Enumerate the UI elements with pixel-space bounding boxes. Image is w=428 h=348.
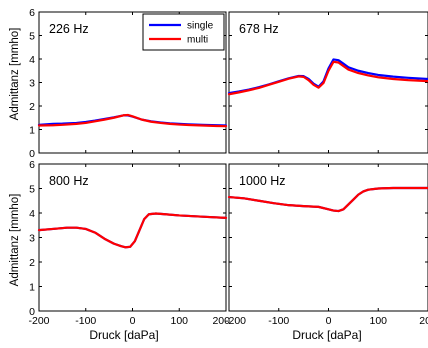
panel-3: 0 1 2 3 4 5 6 -200 -100 0 100 200 800 Hz bbox=[28, 159, 230, 327]
x-tick-label: -200 bbox=[28, 315, 49, 327]
legend-box bbox=[142, 13, 225, 51]
y-tick-label: 6 bbox=[29, 159, 35, 171]
y-tick-label: 1 bbox=[29, 282, 35, 294]
x-tick-label: -100 bbox=[75, 315, 96, 327]
x-tick-label: 100 bbox=[170, 315, 188, 327]
panel-label: 678 Hz bbox=[239, 22, 279, 36]
x-tick-label: 200 bbox=[419, 315, 428, 327]
y-tick-label: 2 bbox=[29, 257, 35, 269]
y-tick-label: 1 bbox=[29, 125, 35, 137]
series-line-multi bbox=[37, 113, 228, 128]
xlabel-left: Druck [daPa] bbox=[89, 328, 158, 342]
legend: single multi bbox=[142, 13, 225, 51]
panel-4: -200 -100 0 100 200 1000 Hz bbox=[225, 163, 428, 327]
x-tick-label: 100 bbox=[369, 315, 387, 327]
x-tick-label: -100 bbox=[268, 315, 289, 327]
legend-label-multi: multi bbox=[187, 35, 208, 46]
series-line-multi bbox=[227, 186, 428, 213]
ylabel-top: Admittanz [mmho] bbox=[9, 28, 21, 121]
y-tick-label: 6 bbox=[29, 7, 35, 19]
y-tick-label: 0 bbox=[29, 148, 35, 160]
x-tick-label: -200 bbox=[225, 315, 246, 327]
panel-label: 226 Hz bbox=[49, 22, 89, 36]
y-tick-label: 4 bbox=[29, 54, 35, 66]
y-tick-label: 5 bbox=[29, 31, 35, 43]
y-tick-label: 0 bbox=[29, 306, 35, 318]
xlabel-right: Druck [daPa] bbox=[292, 328, 361, 342]
panel-label: 1000 Hz bbox=[239, 174, 286, 188]
y-tick-label: 4 bbox=[29, 208, 35, 220]
plot-area bbox=[228, 11, 428, 154]
panel-label: 800 Hz bbox=[49, 174, 89, 188]
y-tick-label: 2 bbox=[29, 101, 35, 113]
panel-2: 678 Hz bbox=[227, 11, 428, 154]
y-tick-label: 3 bbox=[29, 78, 35, 90]
panel-1: 0 1 2 3 4 5 6 226 Hz single multi bbox=[29, 7, 228, 160]
x-tick-label: 0 bbox=[326, 315, 332, 327]
y-tick-label: 5 bbox=[29, 184, 35, 196]
y-tick-label: 3 bbox=[29, 233, 35, 245]
x-tick-label: 200 bbox=[212, 315, 230, 327]
plot-area bbox=[38, 163, 227, 312]
legend-label-single: single bbox=[187, 21, 214, 32]
series-line-multi bbox=[227, 60, 428, 96]
x-tick-label: 0 bbox=[130, 315, 136, 327]
series-line-multi bbox=[37, 212, 228, 249]
panels: 0 1 2 3 4 5 6 226 Hz single multi 678 Hz 0 1 2 3 4 5 6 -20… bbox=[28, 7, 428, 327]
ylabel-bottom: Admittanz [mmho] bbox=[9, 194, 21, 287]
